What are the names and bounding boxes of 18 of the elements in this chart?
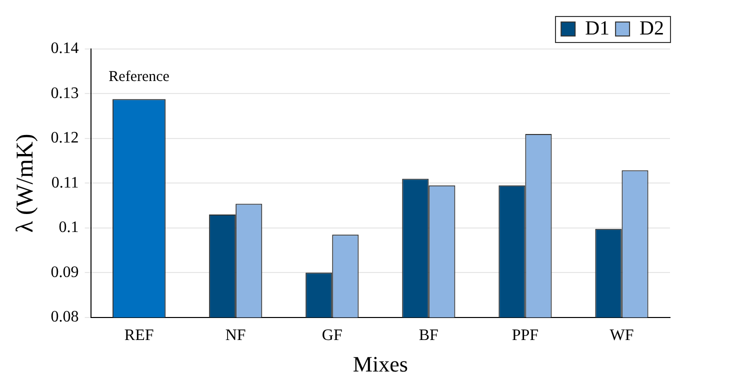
x-tick-label: GF [322,327,342,344]
annotation: Reference [108,69,170,86]
x-axis-title: Mixes [352,352,408,377]
y-tick-label: 0.1 [58,219,79,236]
y-tick-label: 0.08 [50,308,79,326]
y-tick-label: 0.09 [50,264,79,281]
x-tick-label: PPF [512,327,539,344]
y-tick-label: 0.11 [51,174,79,192]
y-tick-label: 0.13 [50,84,79,102]
x-tick-label: WF [610,327,634,344]
legend-label: D2 [640,17,664,40]
legend-label: D1 [585,17,610,40]
x-tick-label: BF [418,327,439,344]
x-tick-label: NF [225,327,246,344]
y-axis-title: λ (W/mK) [12,134,39,233]
y-tick-label: 0.14 [50,40,79,58]
y-tick-label: 0.12 [50,130,79,147]
x-tick-label: REF [124,327,154,344]
